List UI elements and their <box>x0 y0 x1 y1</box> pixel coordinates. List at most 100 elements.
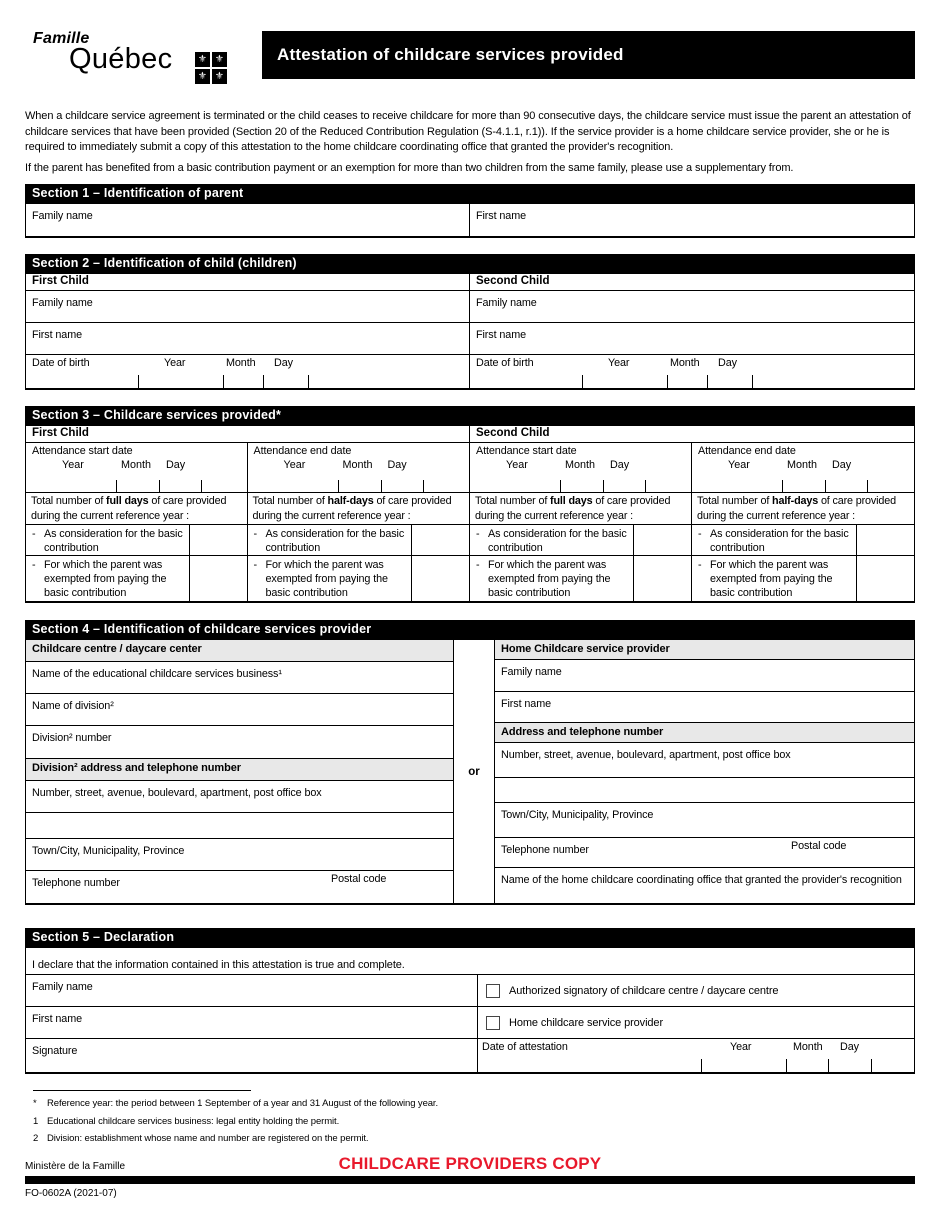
parent-family-name-field[interactable]: Family name <box>26 204 470 236</box>
count-field[interactable] <box>856 556 914 601</box>
count-field[interactable] <box>411 556 469 601</box>
tick <box>782 480 783 492</box>
child2-date-of-birth-field[interactable]: Date of birth Year Month Day <box>470 355 914 388</box>
child2-attendance-start-date-field[interactable]: Attendance start date Year Month Day <box>470 443 691 493</box>
count-field[interactable] <box>188 525 247 555</box>
division-number-field[interactable]: Division² number <box>26 726 453 759</box>
logo-famille-text: Famille <box>33 30 90 47</box>
child2-first-name-field[interactable]: First name <box>470 323 914 355</box>
footnote-divider <box>33 1090 251 1091</box>
first-child-column: First Child Family name First name Date … <box>26 274 470 388</box>
provider-street-field[interactable]: Number, street, avenue, boulevard, apart… <box>495 743 914 778</box>
or-cell: or <box>454 640 495 903</box>
attendance-start-date-label: Attendance start date <box>476 445 577 457</box>
day-label: Day <box>274 357 293 369</box>
attestation-date-field[interactable]: Date of attestation Year Month Day <box>478 1039 914 1072</box>
child1-attendance-end-date-field[interactable]: Attendance end date Year Month Day <box>247 443 469 493</box>
provider-phone-postal-field[interactable]: Telephone number Postal code <box>495 838 914 868</box>
count-field[interactable] <box>856 525 914 555</box>
provider-family-name-field[interactable]: Family name <box>495 660 914 692</box>
intro-paragraph-1: When a childcare service agreement is te… <box>25 110 911 153</box>
section1-header: Section 1 – Identification of parent <box>25 184 915 204</box>
first-name-label: First name <box>32 329 82 341</box>
year-label: Year <box>730 1041 752 1053</box>
authorized-signatory-checkbox[interactable] <box>486 983 500 998</box>
tick <box>116 480 117 492</box>
month-label: Month <box>226 357 256 369</box>
half-days-total-label: Total number of half-days of care provid… <box>247 493 469 525</box>
phone-label: Telephone number <box>32 877 120 889</box>
parent-first-name-field[interactable]: First name <box>470 204 914 236</box>
business-name-field[interactable]: Name of the educational childcare servic… <box>26 662 453 694</box>
provider-street-field-extra[interactable] <box>495 778 914 803</box>
street-field-extra[interactable] <box>26 813 453 839</box>
year-label: Year <box>164 357 186 369</box>
child1-date-of-birth-field[interactable]: Date of birth Year Month Day <box>26 355 469 388</box>
division-address-header: Division² address and telephone number <box>26 759 453 781</box>
full-days-total-label: Total number of full days of care provid… <box>470 493 691 525</box>
child1-family-name-field[interactable]: Family name <box>26 291 469 323</box>
section3-header: Section 3 – Childcare services provided* <box>25 406 915 426</box>
fleur-de-lis-icon: ⚜ <box>212 52 227 67</box>
second-child-header: Second Child <box>470 274 914 291</box>
count-field[interactable] <box>633 525 691 555</box>
consideration-label: - As consideration for the basic contribu… <box>32 528 183 554</box>
count-field[interactable] <box>633 556 691 601</box>
section5-header: Section 5 – Declaration <box>25 928 915 948</box>
city-field[interactable]: Town/City, Municipality, Province <box>26 839 453 871</box>
exemption-label: - For which the parent was exempted from … <box>253 559 389 599</box>
child1-first-name-field[interactable]: First name <box>26 323 469 355</box>
tick <box>707 375 708 388</box>
tick <box>159 480 160 492</box>
second-child-header: Second Child <box>470 426 914 443</box>
exemption-row: - For which the parent was exempted from … <box>692 556 914 601</box>
consideration-row: - As consideration for the basic contribu… <box>247 525 469 556</box>
home-provider-checkbox[interactable] <box>486 1015 500 1030</box>
family-name-label: Family name <box>32 297 93 309</box>
section-3: Section 3 – Childcare services provided*… <box>25 406 915 603</box>
month-label: Month <box>793 1041 823 1053</box>
signatory-first-name-field[interactable]: First name <box>26 1007 478 1038</box>
childcare-centre-column: Childcare centre / daycare center Name o… <box>26 640 454 903</box>
phone-postal-field[interactable]: Telephone number Postal code <box>26 871 453 903</box>
authorized-signatory-label: Authorized signatory of childcare centre… <box>509 984 779 997</box>
tick <box>560 480 561 492</box>
exemption-label: - For which the parent was exempted from … <box>698 559 833 599</box>
child2-attendance-end-date-field[interactable]: Attendance end date Year Month Day <box>692 443 914 493</box>
signatory-family-name-field[interactable]: Family name <box>26 975 478 1006</box>
footnote-1: 1 Educational childcare services busines… <box>33 1115 340 1127</box>
day-label: Day <box>840 1041 859 1053</box>
tick <box>645 480 646 492</box>
provider-first-name-field[interactable]: First name <box>495 692 914 723</box>
child2-family-name-field[interactable]: Family name <box>470 291 914 323</box>
fleur-de-lis-icon: ⚜ <box>195 52 210 67</box>
count-field[interactable] <box>188 556 247 601</box>
tick <box>701 1059 702 1072</box>
form-number: FO-0602A (2021-07) <box>25 1187 117 1199</box>
date-of-attestation-label: Date of attestation <box>482 1041 568 1053</box>
child1-attendance-start-date-field[interactable]: Attendance start date Year Month Day <box>26 443 247 493</box>
provider-city-field[interactable]: Town/City, Municipality, Province <box>495 803 914 838</box>
consideration-row: - As consideration for the basic contribu… <box>26 525 247 556</box>
section-2: Section 2 – Identification of child (chi… <box>25 254 915 390</box>
count-field[interactable] <box>411 525 469 555</box>
signature-field[interactable]: Signature <box>26 1039 478 1072</box>
street-field[interactable]: Number, street, avenue, boulevard, apart… <box>26 781 453 813</box>
year-label: Year <box>608 357 630 369</box>
division-name-field[interactable]: Name of division² <box>26 694 453 726</box>
home-provider-header: Home Childcare service provider <box>495 640 914 660</box>
home-provider-option: Home childcare service provider <box>478 1007 914 1038</box>
tick <box>138 375 139 388</box>
footnote-reference-year: * Reference year: the period between 1 S… <box>33 1098 439 1109</box>
tick <box>667 375 668 388</box>
family-name-label: Family name <box>476 297 537 309</box>
phone-label: Telephone number <box>501 844 589 856</box>
date-of-birth-label: Date of birth <box>476 357 534 369</box>
consideration-row: - As consideration for the basic contribu… <box>692 525 914 556</box>
tick <box>308 375 309 388</box>
tick <box>337 480 339 492</box>
attendance-end-date-label: Attendance end date <box>253 445 352 457</box>
section-5: Section 5 – Declaration I declare that t… <box>25 928 915 1074</box>
coordinating-office-field[interactable]: Name of the home childcare coordinating … <box>501 874 902 886</box>
first-child-header: First Child <box>26 274 469 291</box>
